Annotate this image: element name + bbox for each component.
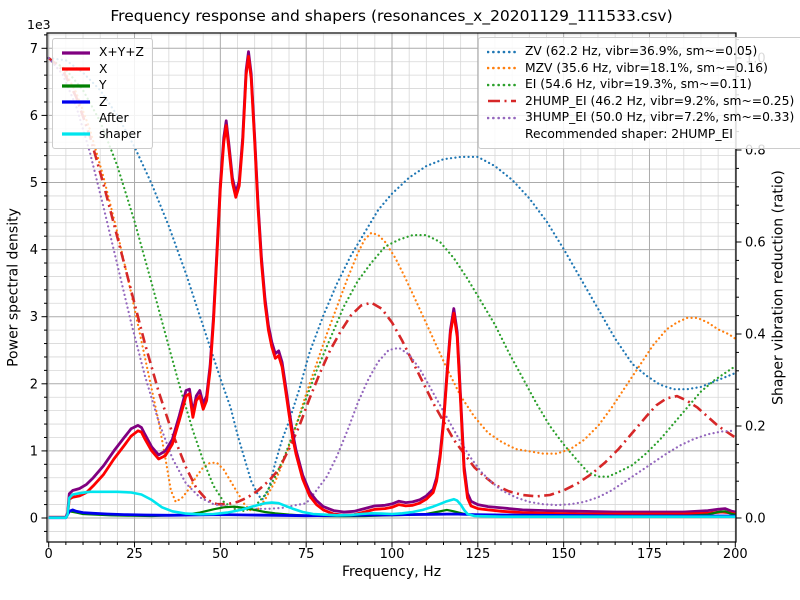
- series-2hump-ei: [47, 57, 736, 506]
- minor-gridlines: [47, 33, 736, 542]
- legend-swatch-solid: [62, 132, 90, 136]
- legend-right-item-3: 2HUMP_EI (46.2 Hz, vibr=9.2%, sm~=0.25): [487, 94, 794, 110]
- legend-left-item-3: Z: [61, 95, 144, 111]
- legend-right-item-0: ZV (62.2 Hz, vibr=36.9%, sm~=0.05): [487, 44, 794, 60]
- series-3hump-ei: [47, 56, 736, 510]
- legend-left: X+Y+Z X Y Z After shaper: [52, 38, 153, 149]
- legend-label: After shaper: [99, 111, 142, 141]
- x-tick-label: 50: [212, 547, 229, 562]
- legend-swatch-dotted: [487, 66, 517, 70]
- legend-label: Z: [99, 94, 108, 109]
- legend-label: ZV (62.2 Hz, vibr=36.9%, sm~=0.05): [525, 44, 758, 58]
- y-axis-offset-text: 1e3: [27, 17, 51, 32]
- legend-right-item-1: MZV (35.6 Hz, vibr=18.1%, sm~=0.16): [487, 61, 794, 77]
- legend-label: EI (54.6 Hz, vibr=19.3%, sm~=0.11): [525, 77, 752, 91]
- y-axis-left-label: Power spectral density: [5, 208, 22, 367]
- legend-swatch-solid: [62, 67, 90, 71]
- y-right-tick-label: 0.6: [745, 236, 766, 251]
- legend-left-item-4: After shaper: [61, 111, 144, 142]
- legend-label: MZV (35.6 Hz, vibr=18.1%, sm~=0.16): [525, 60, 768, 75]
- legend-label: X: [99, 61, 108, 76]
- chart-title: Frequency response and shapers (resonanc…: [110, 7, 673, 25]
- legend-swatch-solid: [62, 51, 90, 55]
- y-right-tick-label: 0.4: [745, 328, 766, 343]
- legend-swatch-dashdot: [488, 99, 516, 103]
- legend-left-item-0: X+Y+Z: [61, 45, 144, 61]
- y-left-tick-label: 7: [30, 42, 38, 57]
- y-left-tick-label: 0: [30, 512, 38, 527]
- ticks: [41, 34, 742, 548]
- series: [47, 50, 736, 520]
- y-left-tick-label: 5: [30, 176, 38, 191]
- x-tick-label: 25: [126, 547, 143, 562]
- legend-swatch-dotted: [487, 83, 517, 87]
- legend-swatch-solid: [62, 100, 90, 104]
- legend-right: ZV (62.2 Hz, vibr=36.9%, sm~=0.05) MZV (3…: [478, 37, 800, 149]
- y-left-tick-label: 6: [30, 109, 38, 124]
- series-after-shaper: [48, 490, 736, 519]
- legend-left-item-2: Y: [61, 78, 144, 94]
- legend-recommended-shaper: Recommended shaper: 2HUMP_EI: [487, 127, 794, 143]
- legend-label: 2HUMP_EI (46.2 Hz, vibr=9.2%, sm~=0.25): [525, 93, 795, 108]
- x-tick-label: 200: [723, 547, 748, 562]
- legend-swatch-solid: [62, 84, 90, 88]
- tick-labels: 0 25 50 75 100 125 150 175 200 0 1 2 3 4 5 6 7 0.0 0.2 0.4 0…: [30, 42, 766, 562]
- series-ei: [47, 56, 736, 513]
- y-right-tick-label: 0.2: [745, 420, 766, 435]
- x-tick-label: 175: [637, 547, 662, 562]
- legend-label: 3HUMP_EI (50.0 Hz, vibr=7.2%, sm~=0.33): [525, 110, 795, 124]
- x-tick-label: 75: [298, 547, 315, 562]
- legend-swatch-dotted: [487, 116, 517, 120]
- series-x: [48, 55, 736, 519]
- x-tick-label: 0: [45, 547, 53, 562]
- legend-left-item-1: X: [61, 62, 144, 78]
- x-tick-label: 150: [551, 547, 576, 562]
- x-axis-label: Frequency, Hz: [341, 564, 442, 580]
- y-left-tick-label: 2: [30, 377, 38, 392]
- legend-right-item-2: EI (54.6 Hz, vibr=19.3%, sm~=0.11): [487, 77, 794, 93]
- y-axis-right-label: Shaper vibration reduction (ratio): [770, 170, 787, 405]
- x-tick-label: 125: [465, 547, 490, 562]
- series-mzv: [47, 56, 736, 513]
- x-tick-label: 100: [380, 547, 405, 562]
- legend-right-item-4: 3HUMP_EI (50.0 Hz, vibr=7.2%, sm~=0.33): [487, 110, 794, 126]
- y-left-tick-label: 1: [30, 444, 38, 459]
- legend-swatch-dotted: [487, 50, 517, 54]
- legend-label: Y: [99, 78, 107, 92]
- y-left-tick-label: 4: [30, 243, 38, 258]
- y-right-tick-label: 0.0: [745, 512, 766, 527]
- legend-footer-text: Recommended shaper: 2HUMP_EI: [525, 126, 733, 141]
- legend-label: X+Y+Z: [99, 45, 144, 59]
- y-left-tick-label: 3: [30, 310, 38, 325]
